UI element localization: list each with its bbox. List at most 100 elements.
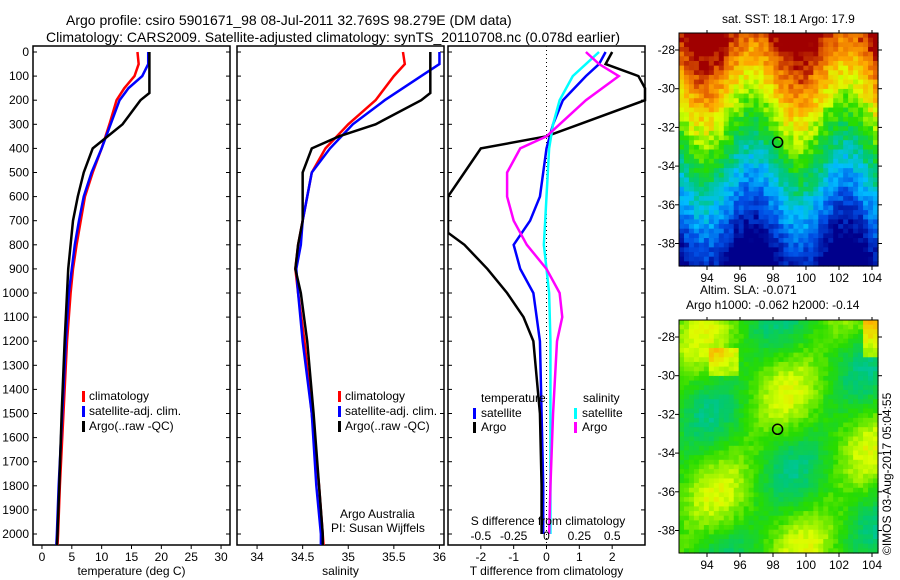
map-cell xyxy=(823,149,829,155)
map-cell xyxy=(773,186,780,193)
map-cell xyxy=(798,343,804,349)
map-cell xyxy=(858,324,864,330)
map-cell xyxy=(703,413,710,419)
map-cell xyxy=(743,102,750,109)
map-cell xyxy=(693,492,700,498)
map-cell xyxy=(698,427,705,433)
map-cell xyxy=(798,338,804,344)
map-cell xyxy=(793,375,799,382)
map-cell xyxy=(679,60,685,67)
map-cell xyxy=(853,186,859,193)
map-cell xyxy=(828,450,834,456)
map-cell xyxy=(798,33,804,39)
map-cell xyxy=(828,177,834,183)
map-cell xyxy=(818,247,824,253)
map-cell xyxy=(858,200,864,207)
map-cell xyxy=(773,191,780,197)
map-cell xyxy=(833,56,839,62)
map-cell xyxy=(708,361,715,368)
map-cell xyxy=(823,506,829,512)
map-cell xyxy=(773,219,780,225)
map-cell xyxy=(768,380,775,386)
map-cell xyxy=(818,116,824,123)
map-cell xyxy=(868,543,874,549)
map-cell xyxy=(848,33,854,39)
map-cell xyxy=(853,320,859,326)
map-cell xyxy=(758,338,765,344)
map-cell xyxy=(758,46,765,53)
map-cell xyxy=(798,347,804,354)
map-cell xyxy=(743,65,750,71)
map-cell xyxy=(723,520,730,526)
map-cell xyxy=(788,182,795,188)
map-cell xyxy=(743,247,750,253)
map-cell xyxy=(683,126,690,132)
map-cell xyxy=(813,371,819,377)
map-cell xyxy=(758,154,765,160)
map-cell xyxy=(738,548,745,554)
map-cell xyxy=(798,65,804,71)
map-cell xyxy=(708,413,715,419)
map-cell xyxy=(818,464,824,470)
map-cell xyxy=(733,33,740,39)
map-cell xyxy=(753,252,760,258)
map-cell xyxy=(783,154,790,160)
map-cell xyxy=(778,121,785,127)
map-cell xyxy=(803,529,809,535)
map-cell xyxy=(783,347,790,354)
map-cell xyxy=(758,214,765,220)
map-cell xyxy=(843,361,849,368)
map-cell xyxy=(823,501,829,507)
map-cell xyxy=(828,464,834,470)
map-cell xyxy=(788,256,795,262)
map-cell xyxy=(838,70,844,76)
map-cell xyxy=(688,196,695,202)
map-cell xyxy=(838,483,844,489)
map-cell xyxy=(688,511,695,517)
map-cell xyxy=(693,65,700,71)
map-cell xyxy=(803,196,809,202)
map-cell xyxy=(738,492,745,498)
map-cell xyxy=(753,196,760,202)
map-cell xyxy=(823,186,829,193)
map-cell xyxy=(853,102,859,109)
map-cell xyxy=(873,74,879,81)
map-cell xyxy=(868,84,874,90)
map-cell xyxy=(778,214,785,220)
map-cell xyxy=(679,389,685,396)
map-cell xyxy=(743,37,750,43)
map-cell xyxy=(853,366,859,372)
map-cell xyxy=(833,172,839,179)
map-cell xyxy=(863,529,869,535)
map-cell xyxy=(758,210,765,216)
map-cell xyxy=(833,107,839,113)
map-cell xyxy=(843,121,849,127)
map-cell xyxy=(793,427,799,433)
map-cell xyxy=(833,501,839,507)
map-cell xyxy=(688,154,695,160)
map-cell xyxy=(718,65,725,71)
map-cell xyxy=(703,79,710,85)
map-cell xyxy=(813,70,819,76)
map-cell xyxy=(848,140,854,146)
map-cell xyxy=(818,473,824,480)
map-cell xyxy=(743,196,750,202)
map-cell xyxy=(868,186,874,193)
map-cell xyxy=(788,247,795,253)
map-cell xyxy=(838,445,844,452)
map-cell xyxy=(798,529,804,535)
map-cell xyxy=(753,403,760,410)
map-cell xyxy=(743,445,750,452)
map-cell xyxy=(698,469,705,475)
map-cell xyxy=(753,366,760,372)
map-cell xyxy=(753,233,760,239)
map-cell xyxy=(693,333,700,340)
map-cell xyxy=(708,534,715,540)
map-cell xyxy=(758,352,765,358)
map-cell xyxy=(748,186,755,193)
map-cell xyxy=(693,389,700,396)
map-cell xyxy=(679,224,685,230)
map-cell xyxy=(693,42,700,48)
map-cell xyxy=(798,389,804,396)
map-cell xyxy=(758,389,765,396)
